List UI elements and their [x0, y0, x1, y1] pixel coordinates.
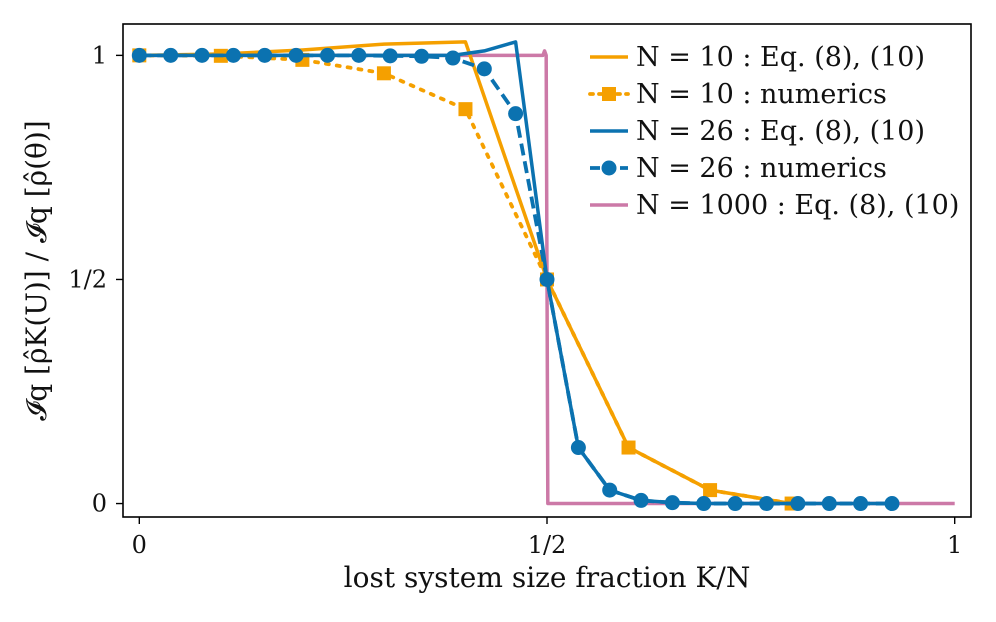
x-tick-label: 1/2 [528, 531, 567, 559]
data-point [382, 48, 398, 64]
legend-label: N = 26 : numerics [636, 153, 887, 184]
data-point [194, 47, 210, 63]
data-point [445, 50, 461, 66]
data-point [602, 482, 618, 498]
legend: N = 10 : Eq. (8), (10) N = 10 : numerics N… [588, 42, 959, 221]
y-tick-label: 1 [92, 41, 107, 69]
data-point [319, 47, 335, 63]
axes: 0 1/2 1 0 1/2 1 [68, 23, 972, 559]
data-point [703, 483, 718, 498]
data-point [664, 495, 680, 511]
data-point [727, 496, 743, 512]
legend-label: N = 10 : Eq. (8), (10) [636, 42, 925, 73]
x-axis-label: lost system size fraction K/N [344, 561, 751, 594]
legend-marker [601, 160, 617, 176]
x-tick-label: 1 [947, 531, 962, 559]
y-tick-label: 0 [92, 490, 107, 518]
data-point [225, 47, 241, 63]
data-point [351, 47, 367, 63]
y-tick-label: 1/2 [68, 265, 107, 293]
data-point [257, 47, 273, 63]
data-point [633, 492, 649, 508]
data-point [696, 496, 712, 512]
data-point [376, 66, 391, 81]
data-point [790, 496, 806, 512]
data-point [759, 496, 775, 512]
data-point [821, 496, 837, 512]
data-point [458, 102, 473, 117]
data-point [508, 106, 524, 122]
y-axis-label: 𝓘q [ρ̂K(U)] / 𝓘q [ρ̂(θ)] [20, 120, 53, 420]
data-point [621, 440, 636, 455]
legend-label: N = 10 : numerics [636, 79, 887, 110]
plot-area [131, 40, 955, 512]
data-point [131, 47, 147, 63]
data-point [163, 47, 179, 63]
data-point [414, 48, 430, 64]
legend-label: N = 26 : Eq. (8), (10) [636, 116, 925, 147]
data-point [476, 61, 492, 77]
data-point [570, 440, 586, 456]
data-point [853, 496, 869, 512]
legend-label: N = 1000 : Eq. (8), (10) [636, 190, 959, 221]
data-point [288, 47, 304, 63]
series-group [131, 40, 955, 512]
data-point [884, 496, 900, 512]
data-point [539, 271, 555, 287]
x-tick-label: 0 [132, 531, 147, 559]
legend-marker [602, 87, 616, 101]
